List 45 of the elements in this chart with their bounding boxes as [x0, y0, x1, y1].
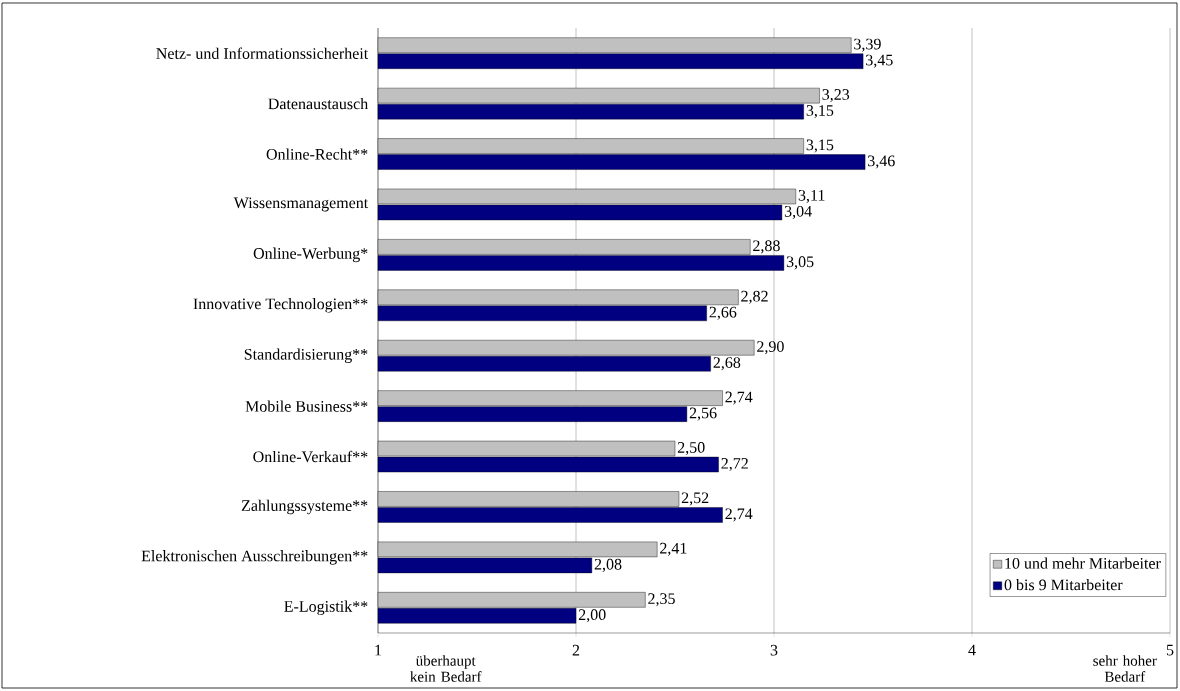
data-label: 2,82 [741, 290, 768, 304]
data-label: 2,90 [757, 341, 784, 355]
data-label: 3,39 [854, 38, 881, 52]
legend-label: 0 bis 9 Mitarbeiter [1004, 579, 1123, 591]
data-label: 3,11 [798, 189, 825, 203]
x-tick-label: 4 [968, 644, 976, 656]
y-tick-label: Elektronischen Ausschreibungen** [141, 550, 368, 565]
data-label: 2,52 [681, 492, 709, 506]
y-tick-label: Datenaustausch [268, 98, 368, 110]
x-tick-label: 1 [375, 644, 382, 656]
data-label: 3,45 [866, 54, 893, 68]
data-label: 3,05 [786, 256, 814, 270]
y-tick-label: Wissensmanagement [233, 197, 369, 212]
data-label: 2,88 [753, 240, 780, 254]
data-label: 2,74 [725, 391, 753, 405]
data-label: 2,50 [677, 442, 705, 456]
data-label: 2,35 [648, 593, 675, 607]
data-label: 2,66 [709, 306, 737, 320]
x-tick-label: 5 [1166, 644, 1174, 656]
data-label: 2,41 [660, 542, 687, 556]
data-label: 3,04 [784, 205, 812, 220]
data-label: 3,46 [868, 155, 895, 169]
x-tick-label: 3 [770, 644, 778, 656]
data-label: 2,00 [578, 609, 606, 623]
data-label: 2,68 [713, 357, 741, 371]
y-tick-label: Online-Verkauf** [253, 450, 368, 463]
y-tick-label: Online-Werbung* [253, 247, 368, 263]
y-tick-label: Standardisierung** [244, 348, 368, 363]
text: sehr hoher Bedarf [1093, 655, 1157, 682]
x-tick-label: 2 [572, 644, 580, 656]
y-tick-label: Innovative Technologien** [193, 298, 368, 313]
data-label: 3,15 [806, 105, 834, 119]
data-label: 2,72 [721, 458, 748, 472]
y-tick-label: Zahlungssysteme** [241, 499, 368, 515]
y-tick-label: Online-Recht** [266, 148, 368, 160]
data-label: 2,74 [725, 508, 753, 522]
legend-label: 10 und mehr Mitarbeiter [1005, 557, 1161, 569]
y-tick-label: Netz- und Informationssicherheit [156, 47, 369, 59]
y-tick-label: E-Logistik** [284, 600, 368, 616]
data-label: 2,08 [594, 558, 622, 572]
text: überhaupt kein Bedarf [410, 655, 482, 682]
y-tick-label: Mobile Business** [245, 400, 368, 412]
data-label: 3,15 [806, 139, 834, 153]
data-label: 3,23 [822, 89, 850, 103]
data-label: 2,56 [689, 407, 717, 421]
